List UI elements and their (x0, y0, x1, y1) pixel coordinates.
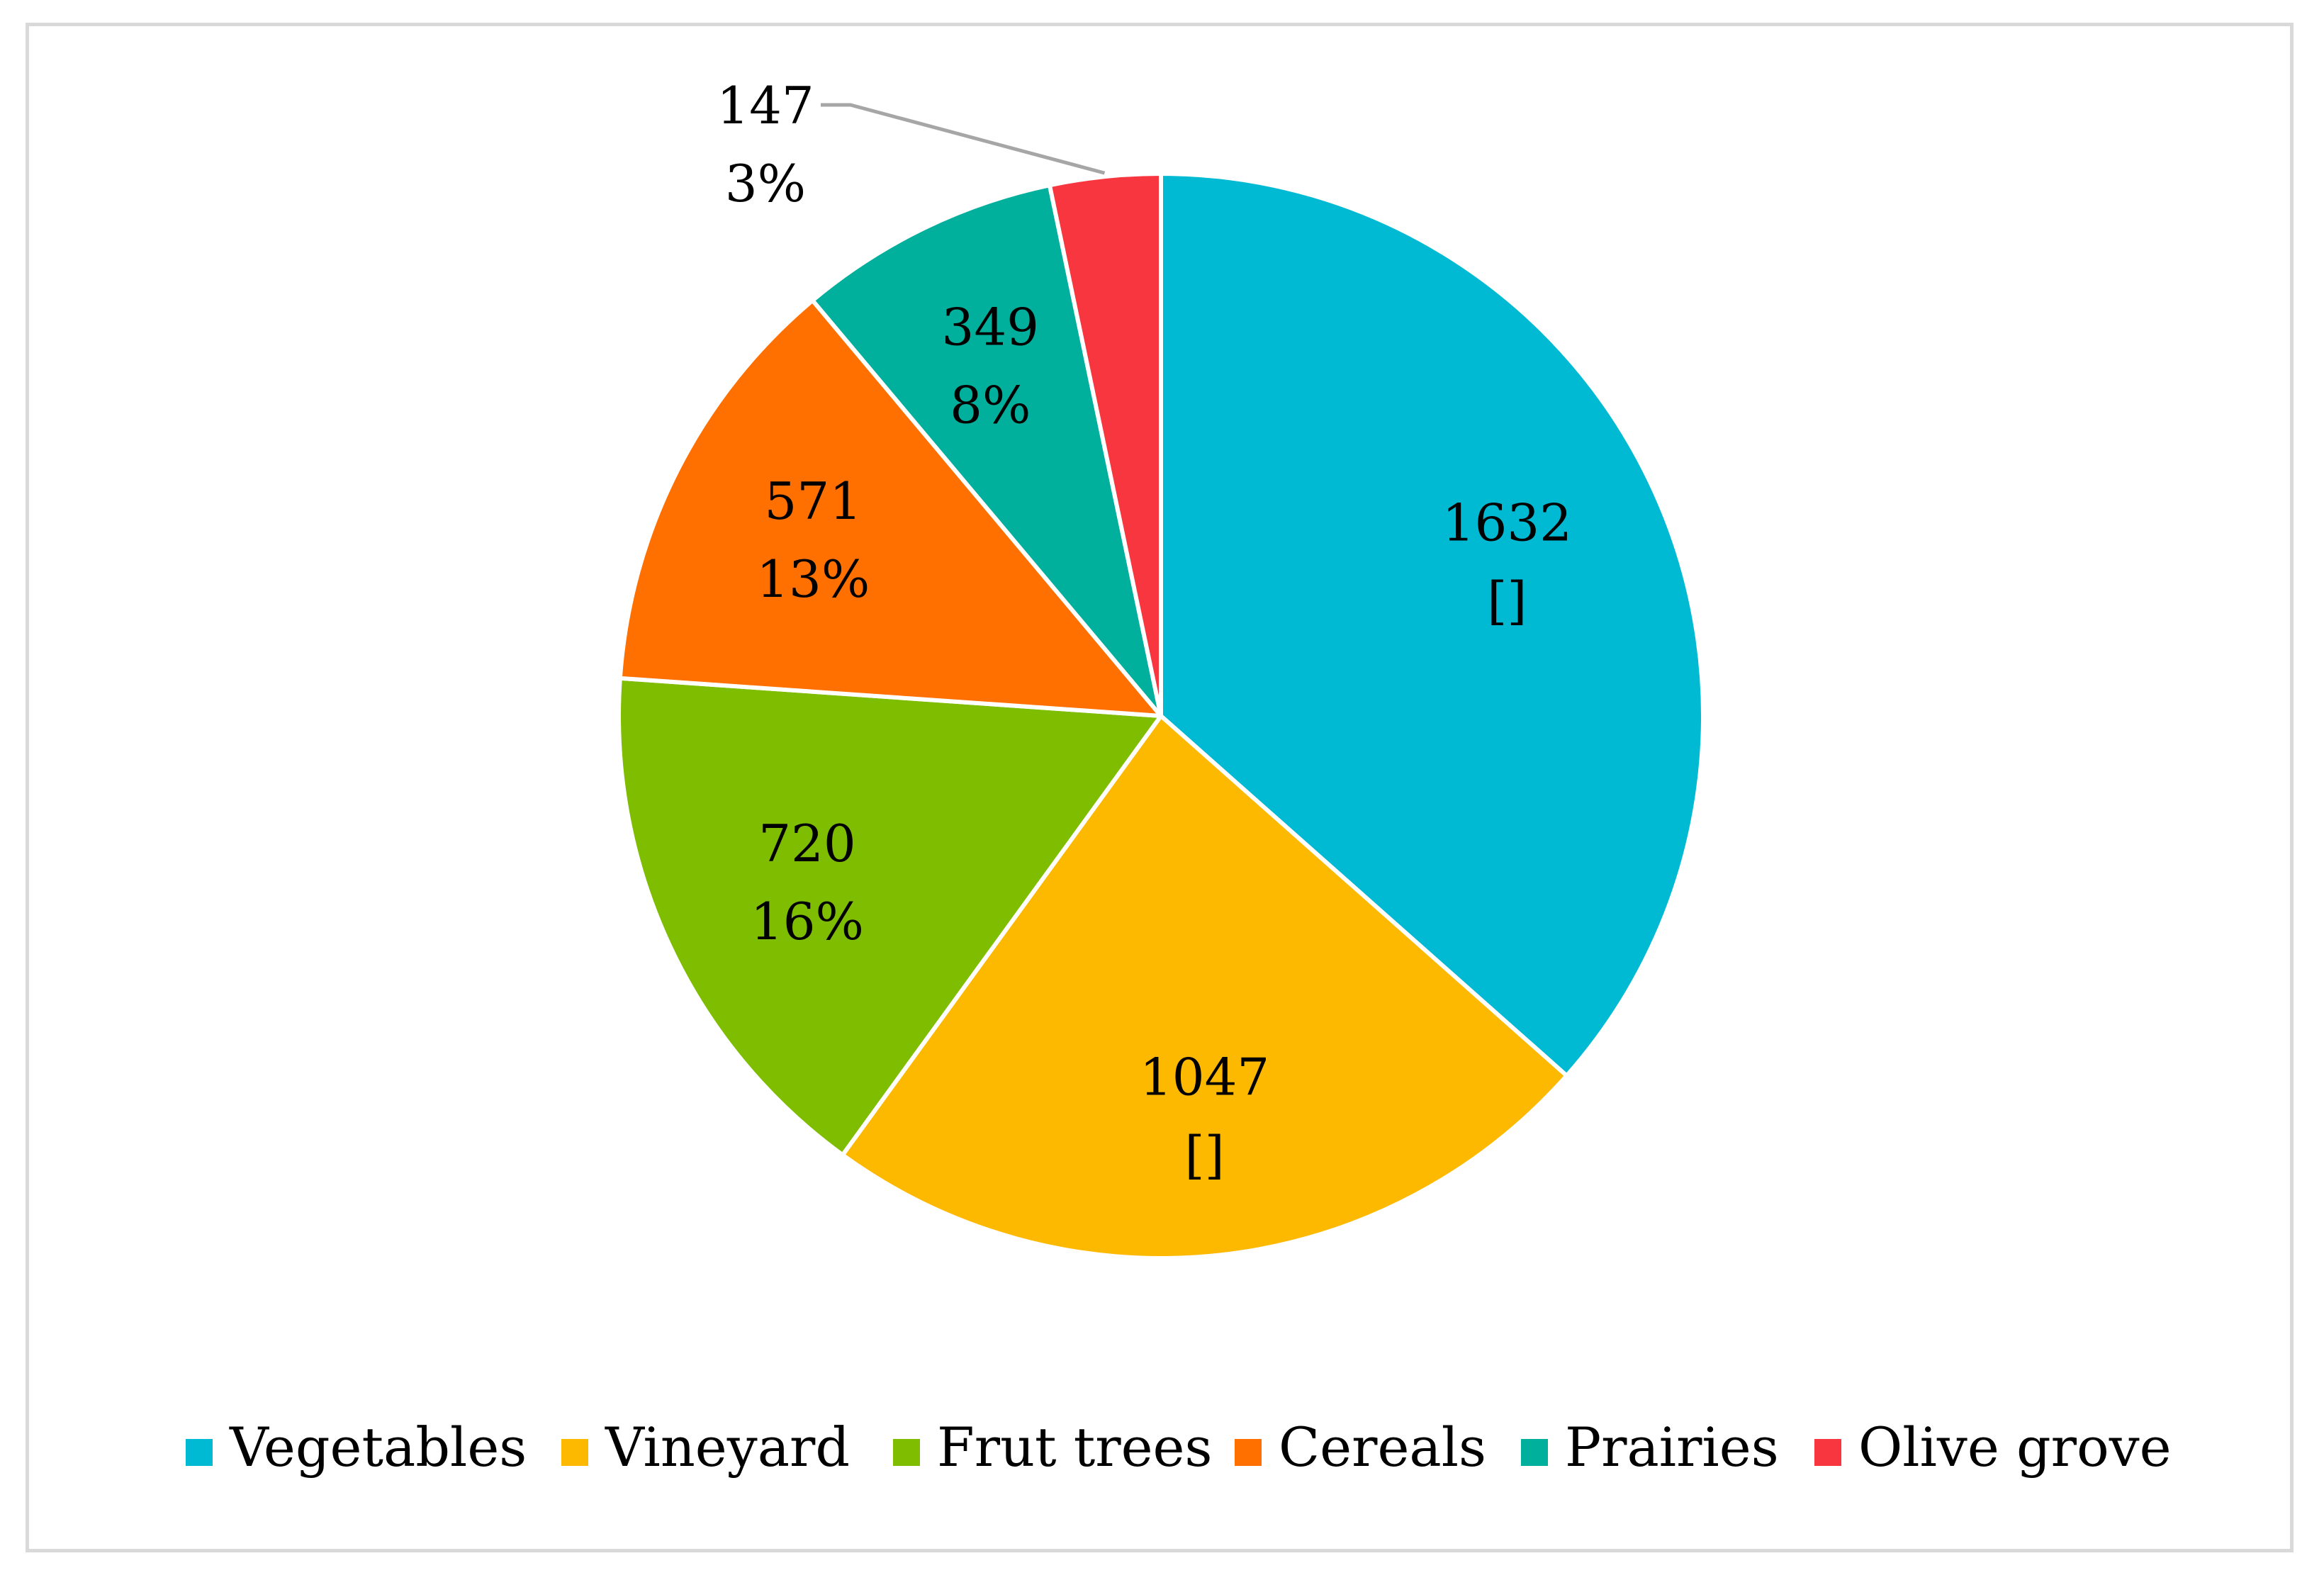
legend-label-vineyard: Vineyard (605, 1416, 850, 1479)
legend-label-vegetables: Vegetables (229, 1416, 527, 1479)
data-label-value-prairies: 349 (942, 298, 1039, 357)
legend-label-frut-trees: Frut trees (937, 1416, 1213, 1479)
legend-swatch-vegetables (186, 1439, 213, 1466)
legend-swatch-cereals (1235, 1439, 1262, 1466)
data-label-value-olive-grove: 147 (717, 76, 814, 135)
legend-swatch-prairies (1521, 1439, 1548, 1466)
legend-label-olive-grove: Olive grove (1858, 1416, 2172, 1479)
pie-slices (617, 172, 1705, 1260)
data-label-percent-cereals: 13% (756, 549, 870, 609)
data-label-percent-frut-trees: 16% (751, 892, 864, 951)
legend-label-prairies: Prairies (1565, 1416, 1779, 1479)
pie-data-labels: 1632 [] 1047 [] 720 16% 571 13% 349 8% 147 3% (717, 76, 1572, 1185)
data-label-value-frut-trees: 720 (758, 814, 855, 873)
slice-cereals (617, 298, 1163, 718)
data-label-value-vineyard: 1047 (1140, 1048, 1269, 1107)
data-label-percent-vegetables: [] (1487, 571, 1527, 630)
data-label-percent-prairies: 8% (950, 376, 1031, 435)
legend: Vegetables Vineyard Frut trees Cereals Prair… (186, 1416, 2172, 1479)
legend-swatch-olive-grove (1814, 1439, 1841, 1466)
data-label-value-vegetables: 1632 (1442, 493, 1572, 552)
leader-line-olive-grove (821, 103, 1106, 175)
legend-label-cereals: Cereals (1279, 1416, 1486, 1479)
legend-swatch-vineyard (561, 1439, 588, 1466)
slice-frut-trees (617, 676, 1163, 1158)
slice-vegetables (1159, 172, 1705, 1078)
slice-vineyard (840, 714, 1569, 1260)
data-label-percent-olive-grove: 3% (725, 154, 806, 213)
slice-olive-grove (1047, 172, 1163, 718)
data-label-value-cereals: 571 (765, 471, 862, 531)
legend-swatch-frut-trees (893, 1439, 920, 1466)
slice-prairies (810, 183, 1163, 718)
data-label-percent-vineyard: [] (1185, 1126, 1225, 1185)
